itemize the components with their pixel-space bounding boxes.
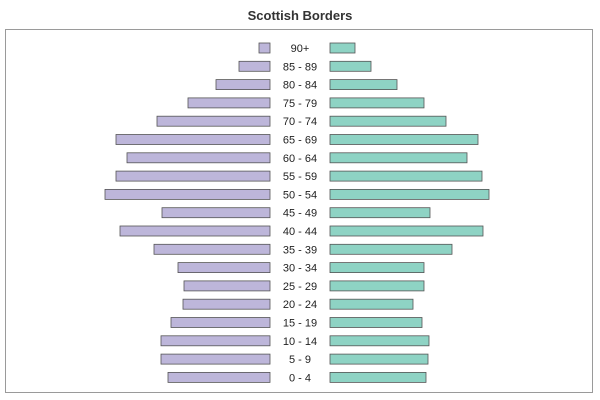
age-group-label: 15 - 19 bbox=[283, 318, 317, 330]
age-group-label: 10 - 14 bbox=[283, 336, 317, 348]
bar-left-40-44 bbox=[119, 225, 271, 237]
bar-left-5-9 bbox=[160, 353, 271, 365]
bar-left-90plus bbox=[258, 42, 271, 54]
bar-right-50-54 bbox=[329, 188, 490, 200]
chart-frame bbox=[5, 29, 593, 393]
bar-left-0-4 bbox=[167, 371, 271, 383]
bar-left-85-89 bbox=[238, 60, 271, 72]
bar-left-45-49 bbox=[161, 207, 271, 219]
bar-left-70-74 bbox=[156, 115, 271, 127]
age-group-label: 40 - 44 bbox=[283, 226, 317, 238]
bar-right-25-29 bbox=[329, 280, 425, 292]
chart-title: Scottish Borders bbox=[247, 8, 353, 23]
bar-right-55-59 bbox=[329, 170, 483, 182]
bar-left-10-14 bbox=[160, 335, 271, 347]
bar-right-35-39 bbox=[329, 243, 453, 255]
bar-right-5-9 bbox=[329, 353, 429, 365]
bar-right-65-69 bbox=[329, 134, 479, 145]
age-group-label: 85 - 89 bbox=[283, 61, 317, 73]
bar-left-15-19 bbox=[170, 317, 271, 328]
bar-right-15-19 bbox=[329, 317, 423, 328]
age-group-label: 70 - 74 bbox=[283, 116, 317, 128]
bar-left-80-84 bbox=[215, 79, 271, 90]
bar-right-70-74 bbox=[329, 115, 447, 127]
age-group-label: 0 - 4 bbox=[289, 372, 311, 384]
bar-left-55-59 bbox=[115, 170, 271, 182]
age-group-label: 35 - 39 bbox=[283, 244, 317, 256]
bar-right-75-79 bbox=[329, 97, 425, 109]
bar-right-45-49 bbox=[329, 207, 431, 219]
bar-left-50-54 bbox=[104, 188, 271, 200]
bar-right-20-24 bbox=[329, 298, 414, 310]
age-group-label: 5 - 9 bbox=[289, 354, 311, 366]
bar-right-90plus bbox=[329, 42, 356, 54]
age-group-label: 45 - 49 bbox=[283, 208, 317, 220]
bar-right-85-89 bbox=[329, 60, 372, 72]
age-group-label: 75 - 79 bbox=[283, 98, 317, 110]
bar-left-25-29 bbox=[183, 280, 271, 292]
age-group-label: 90+ bbox=[291, 43, 310, 55]
bar-right-40-44 bbox=[329, 225, 484, 237]
bar-left-35-39 bbox=[153, 243, 271, 255]
bar-left-30-34 bbox=[177, 262, 271, 274]
bar-left-65-69 bbox=[115, 134, 271, 145]
age-group-label: 25 - 29 bbox=[283, 281, 317, 293]
age-group-label: 80 - 84 bbox=[283, 80, 317, 92]
bar-right-80-84 bbox=[329, 79, 398, 90]
bar-right-60-64 bbox=[329, 152, 468, 164]
age-group-label: 65 - 69 bbox=[283, 135, 317, 147]
bar-left-75-79 bbox=[187, 97, 271, 109]
age-group-label: 30 - 34 bbox=[283, 263, 317, 275]
bar-right-10-14 bbox=[329, 335, 430, 347]
bar-left-60-64 bbox=[126, 152, 271, 164]
age-group-label: 55 - 59 bbox=[283, 171, 317, 183]
age-group-label: 50 - 54 bbox=[283, 189, 317, 201]
age-group-label: 20 - 24 bbox=[283, 299, 317, 311]
bar-right-30-34 bbox=[329, 262, 425, 274]
age-group-label: 60 - 64 bbox=[283, 153, 317, 165]
bar-right-0-4 bbox=[329, 371, 427, 383]
bar-left-20-24 bbox=[182, 298, 271, 310]
